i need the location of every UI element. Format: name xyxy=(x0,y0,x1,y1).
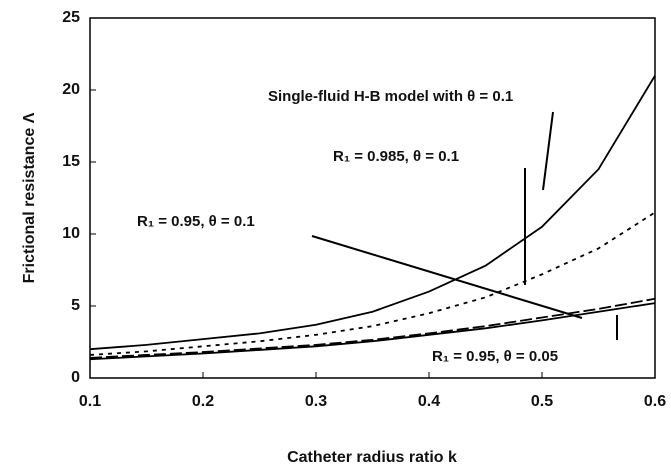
annotation: R₁ = 0.95, θ = 0.1 xyxy=(137,213,255,230)
plot-frame xyxy=(89,17,656,379)
y-tick-label: 0 xyxy=(71,369,80,386)
leader-line xyxy=(311,235,583,319)
y-axis-label: Frictional resistance Λ xyxy=(21,112,38,283)
x-tick-label: 0.3 xyxy=(305,393,327,410)
annotation: R₁ = 0.95, θ = 0.05 xyxy=(432,348,558,365)
leader-lines xyxy=(311,111,618,340)
line-series xyxy=(89,297,656,359)
line-series xyxy=(89,211,656,356)
line-series xyxy=(89,75,656,351)
y-tick-label: 15 xyxy=(62,153,80,170)
y-tick-label: 25 xyxy=(62,9,80,26)
annotation: R₁ = 0.985, θ = 0.1 xyxy=(333,148,459,165)
line-series xyxy=(89,302,656,361)
y-tick-label: 10 xyxy=(62,225,80,242)
y-tick-label: 20 xyxy=(62,81,80,98)
x-tick-label: 0.4 xyxy=(418,393,440,410)
y-tick-label: 5 xyxy=(71,297,80,314)
x-tick-label: 0.5 xyxy=(531,393,553,410)
x-tick-label: 0.1 xyxy=(79,393,101,410)
leader-line xyxy=(542,111,554,191)
x-axis-label: Catheter radius ratio k xyxy=(287,449,457,466)
annotation: Single-fluid H-B model with θ = 0.1 xyxy=(268,88,513,105)
x-tick-label: 0.6 xyxy=(644,393,666,410)
x-tick-label: 0.2 xyxy=(192,393,214,410)
